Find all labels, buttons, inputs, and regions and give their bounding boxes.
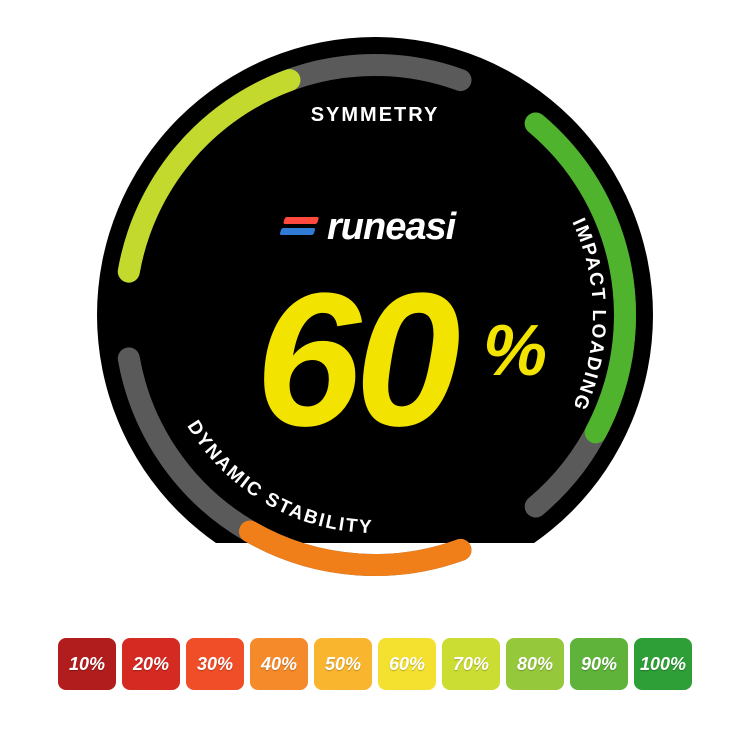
symmetry-label: SYMMETRY bbox=[311, 104, 440, 126]
brand-name: runeasi bbox=[327, 206, 458, 248]
logo-stripe-top-icon bbox=[283, 217, 319, 224]
scale-swatch: 60% bbox=[378, 638, 436, 690]
score-value: 60 bbox=[255, 254, 459, 466]
scale-swatch: 100% bbox=[634, 638, 692, 690]
scale-swatch: 40% bbox=[250, 638, 308, 690]
scale-swatch: 80% bbox=[506, 638, 564, 690]
score-suffix: % bbox=[483, 311, 547, 391]
gauge: DYNAMIC STABILITYSYMMETRYIMPACT LOADINGr… bbox=[85, 25, 665, 605]
stage: DYNAMIC STABILITYSYMMETRYIMPACT LOADINGr… bbox=[0, 0, 750, 750]
logo-stripe-bottom-icon bbox=[279, 228, 315, 235]
scale-swatch: 70% bbox=[442, 638, 500, 690]
gauge-svg: DYNAMIC STABILITYSYMMETRYIMPACT LOADINGr… bbox=[85, 25, 665, 605]
color-scale: 10%20%30%40%50%60%70%80%90%100% bbox=[58, 638, 692, 690]
scale-swatch: 30% bbox=[186, 638, 244, 690]
scale-swatch: 10% bbox=[58, 638, 116, 690]
scale-swatch: 20% bbox=[122, 638, 180, 690]
scale-swatch: 90% bbox=[570, 638, 628, 690]
scale-swatch: 50% bbox=[314, 638, 372, 690]
